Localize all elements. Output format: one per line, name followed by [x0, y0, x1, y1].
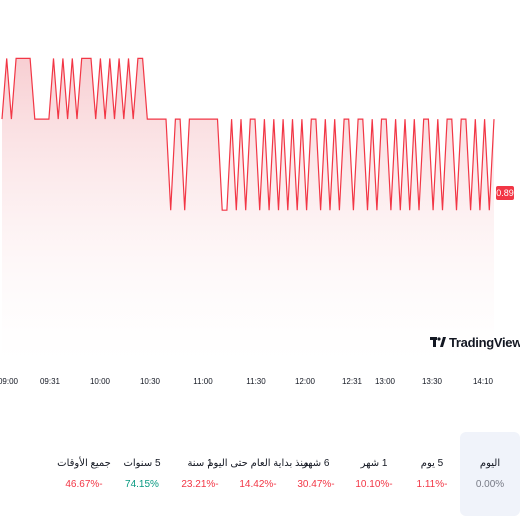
period-tab[interactable]: اليوم 0.00%	[460, 432, 520, 516]
performance-periods: اليوم 0.00% 5 يوم 1.11%- 1 شهر 10.10%- 6 شهر 30…	[8, 432, 520, 516]
tradingview-logo-text: TradingView	[449, 334, 520, 350]
period-label: منذ بداية العام حتى اليوم	[207, 458, 309, 469]
last-price-label: 0.89	[496, 186, 514, 200]
period-label: 5 يوم	[420, 458, 444, 469]
period-change: 46.67%-	[65, 479, 103, 490]
tradingview-logo[interactable]: TradingView	[430, 332, 520, 352]
period-tab[interactable]: 6 شهر 30.47%-	[286, 432, 346, 516]
period-tab[interactable]: منذ بداية العام حتى اليوم 14.42%-	[207, 432, 308, 516]
period-change: 74.15%	[125, 479, 159, 490]
period-tab[interactable]: 1 سنة 23.21%-	[170, 432, 230, 516]
x-tick-label: 11:30	[246, 377, 266, 386]
x-tick-label: 10:30	[139, 377, 161, 386]
series-line	[1, 57, 495, 211]
period-tab[interactable]: 1 شهر 10.10%-	[344, 432, 404, 516]
x-tick-label: 09:31	[39, 377, 61, 386]
x-tick-label: 11:00	[193, 377, 213, 386]
period-label: 5 سنوات	[123, 458, 161, 469]
x-tick-label: 13:00	[374, 377, 396, 386]
period-label: 1 شهر	[360, 458, 388, 469]
period-tab[interactable]: 5 سنوات 74.15%	[112, 432, 172, 516]
x-tick-label: 12:00	[294, 377, 316, 386]
period-tab[interactable]: جميع الأوقات 46.67%-	[54, 432, 114, 516]
period-label: جميع الأوقات	[57, 458, 111, 469]
price-chart	[1, 57, 495, 363]
x-tick-label: 09:00	[0, 377, 19, 386]
period-change: 10.10%-	[355, 479, 393, 490]
period-tab[interactable]: 5 يوم 1.11%-	[402, 432, 462, 516]
price-area-fill	[2, 58, 494, 363]
price-line	[1, 57, 495, 211]
period-change: 0.00%	[475, 479, 505, 490]
period-label: 6 شهر	[302, 458, 330, 469]
area-fill-shape	[2, 58, 494, 363]
x-tick-label: 13:30	[421, 377, 443, 386]
period-label: 1 سنة	[187, 458, 213, 469]
period-label: اليوم	[479, 458, 501, 469]
x-tick-label: 14:10	[472, 377, 494, 386]
tradingview-logo-icon	[430, 337, 446, 347]
x-tick-label: 10:00	[89, 377, 111, 386]
period-change: 14.42%-	[239, 479, 277, 490]
period-change: 30.47%-	[297, 479, 335, 490]
period-change: 23.21%-	[181, 479, 219, 490]
period-change: 1.11%-	[416, 479, 448, 490]
x-tick-label: 12:31	[341, 377, 363, 386]
